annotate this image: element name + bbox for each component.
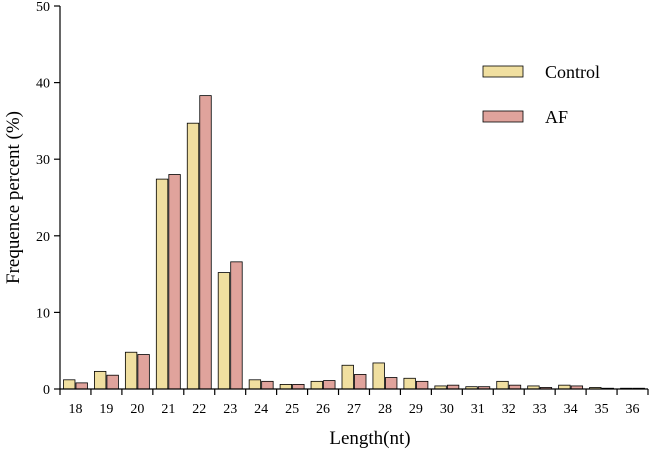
bar-af-19: [106, 374, 119, 390]
x-tick-label: 22: [192, 402, 206, 417]
bar-control-21: [155, 178, 169, 390]
x-tick-label: 29: [409, 402, 423, 417]
x-tick-label: 26: [316, 402, 330, 417]
bar-control-29: [403, 377, 416, 390]
x-tick-label: 28: [378, 402, 392, 417]
x-tick-label: 36: [626, 402, 640, 417]
legend-label-af: AF: [545, 107, 568, 127]
bar-af-18: [75, 382, 88, 390]
y-ticks-group: 0 10 20 30 40 50: [36, 0, 60, 398]
bar-af-29: [415, 380, 429, 390]
bar-af-23: [230, 261, 243, 390]
bar-control-27: [341, 364, 354, 390]
x-tick-label: 19: [99, 402, 113, 417]
bar-control-32: [496, 380, 509, 390]
x-axis-title: Length(nt): [329, 428, 410, 449]
bar-af-24: [261, 380, 274, 390]
x-tick-label: 23: [223, 402, 237, 417]
bar-control-26: [310, 380, 323, 390]
bar-af-26: [323, 380, 336, 390]
bar-control-25: [279, 384, 293, 390]
bar-af-27: [354, 374, 367, 390]
x-tick-label: 33: [533, 402, 547, 417]
bar-control-19: [94, 370, 107, 390]
y-tick-label: 10: [36, 306, 50, 321]
x-tick-label: 21: [161, 402, 175, 417]
legend-swatch-af: [482, 110, 524, 123]
bar-af-22: [199, 95, 212, 390]
bar-control-28: [372, 362, 385, 390]
y-tick-label: 0: [43, 383, 50, 398]
bar-control-23: [217, 272, 231, 390]
x-tick-label: 18: [68, 402, 82, 417]
x-tick-label: 31: [471, 402, 485, 417]
x-tick-label: 24: [254, 402, 268, 417]
legend-label-control: Control: [545, 62, 600, 82]
bar-af-28: [385, 377, 398, 390]
legend-swatch-control: [482, 65, 524, 78]
y-tick-label: 40: [36, 77, 50, 92]
bar-control-18: [63, 379, 76, 390]
bar-af-25: [292, 384, 305, 390]
bars-group: [63, 95, 645, 390]
y-tick-label: 50: [36, 0, 50, 15]
bar-control-22: [186, 122, 200, 390]
x-tick-label: 20: [130, 402, 144, 417]
x-tick-label: 35: [595, 402, 609, 417]
x-tick-label: 30: [440, 402, 454, 417]
x-tick-label: 32: [502, 402, 516, 417]
x-tick-label: 34: [564, 402, 578, 417]
bar-control-20: [124, 351, 138, 390]
bar-control-24: [248, 379, 262, 390]
x-tick-label: 25: [285, 402, 299, 417]
axes-group: [59, 6, 648, 390]
y-tick-label: 20: [36, 230, 50, 245]
bar-af-20: [137, 354, 150, 390]
bar-af-21: [168, 174, 181, 390]
y-axis-title: Frequence percent (%): [3, 111, 24, 284]
y-tick-label: 30: [36, 153, 50, 168]
x-ticks-group: 18 19 20 21 22 23 24 25 26 27 28 29 30 31 32 33 34 35 36: [59, 389, 649, 417]
legend: Control AF: [482, 62, 600, 127]
x-tick-label: 27: [347, 402, 361, 417]
